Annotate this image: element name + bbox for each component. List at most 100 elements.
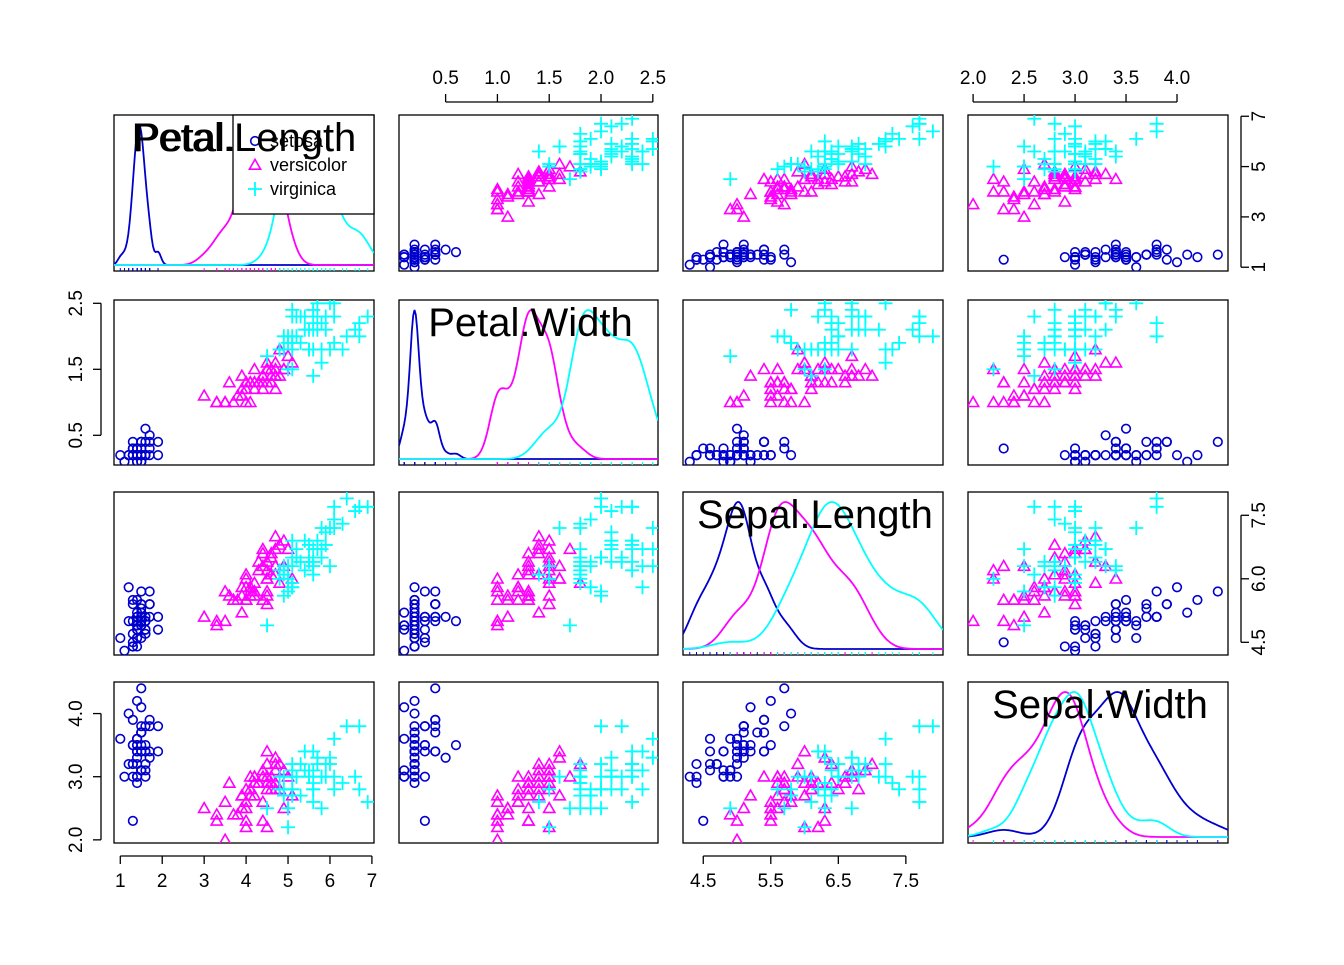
point-virginica	[905, 119, 920, 134]
point-versicolor	[731, 832, 743, 843]
point-versicolor	[743, 187, 758, 200]
point-virginica	[276, 588, 291, 603]
point-setosa	[1182, 456, 1193, 465]
point-setosa	[152, 436, 164, 448]
point-virginica	[645, 141, 658, 156]
point-virginica	[831, 154, 846, 169]
point-versicolor	[542, 763, 557, 776]
point-versicolor	[865, 368, 880, 381]
point-setosa	[785, 708, 797, 719]
point-versicolor	[777, 775, 792, 789]
top-axis-petal-width: 0.5 1.0 1.5 2.0 2.5	[432, 68, 666, 103]
point-versicolor	[1027, 381, 1042, 395]
panel-frame	[398, 681, 659, 844]
point-virginica	[552, 139, 567, 154]
point-versicolor	[239, 820, 254, 833]
point-virginica	[604, 763, 619, 778]
point-virginica	[723, 349, 738, 364]
point-virginica	[790, 157, 805, 172]
point-versicolor	[531, 756, 546, 770]
point-setosa	[1090, 641, 1101, 652]
point-virginica	[912, 719, 927, 734]
point-versicolor	[1037, 395, 1052, 408]
point-versicolor	[757, 362, 772, 375]
panel-petal-length-vs-petal-width	[398, 114, 659, 272]
point-setosa	[115, 450, 126, 461]
point-virginica	[723, 801, 738, 816]
point-versicolor	[1098, 166, 1113, 180]
point-virginica	[784, 335, 799, 350]
point-versicolor	[1037, 605, 1052, 618]
point-setosa	[131, 594, 143, 606]
point-virginica	[1017, 584, 1032, 599]
point-virginica	[844, 342, 859, 357]
point-versicolor	[531, 187, 546, 200]
point-setosa	[738, 721, 749, 732]
point-versicolor	[243, 782, 258, 795]
point-versicolor	[255, 546, 270, 559]
point-versicolor	[730, 202, 745, 215]
point-setosa	[409, 262, 420, 271]
point-setosa	[1161, 599, 1172, 610]
point-versicolor	[1037, 355, 1052, 368]
point-versicolor	[222, 375, 237, 388]
bottom-axis-sepal-length: 4.5 5.5 6.5 7.5	[690, 855, 919, 892]
point-setosa	[430, 586, 441, 597]
point-versicolor	[1068, 179, 1083, 192]
point-virginica	[1149, 329, 1164, 344]
point-versicolor	[1017, 388, 1032, 401]
diagonal-label-sepal-width: Sepal.Width	[992, 683, 1208, 727]
point-virginica	[1149, 316, 1164, 331]
point-versicolor	[1037, 179, 1052, 192]
point-virginica	[912, 309, 927, 324]
point-versicolor	[790, 756, 805, 770]
point-setosa	[1080, 450, 1091, 461]
legend-marker-setosa	[249, 135, 261, 147]
point-versicolor	[500, 592, 515, 605]
point-setosa	[684, 456, 695, 465]
point-setosa	[779, 721, 790, 732]
point-virginica	[352, 316, 367, 331]
point-versicolor	[1027, 184, 1042, 197]
point-virginica	[327, 769, 342, 784]
point-versicolor	[811, 375, 826, 388]
point-versicolor	[811, 176, 826, 190]
point-setosa	[419, 746, 431, 757]
point-versicolor	[218, 613, 233, 627]
point-setosa	[1151, 450, 1162, 461]
point-setosa	[758, 727, 770, 738]
point-setosa	[765, 450, 776, 461]
point-virginica	[851, 757, 866, 772]
point-setosa	[1110, 632, 1121, 644]
point-setosa	[409, 616, 420, 627]
point-setosa	[691, 758, 702, 770]
point-virginica	[1129, 131, 1144, 146]
point-versicolor	[500, 801, 515, 814]
legend-label-setosa: setosa	[270, 131, 324, 151]
point-virginica	[892, 782, 907, 797]
point-virginica	[1149, 492, 1164, 506]
point-virginica	[878, 139, 893, 154]
point-setosa	[785, 257, 797, 268]
point-virginica	[594, 492, 609, 506]
point-versicolor	[831, 169, 846, 182]
point-virginica	[281, 801, 296, 816]
point-setosa	[779, 249, 790, 260]
point-setosa	[758, 249, 770, 260]
tick-label: 1.5	[66, 356, 87, 382]
point-versicolor	[511, 769, 526, 782]
point-versicolor	[1078, 362, 1093, 375]
tick-label: 6	[325, 871, 336, 892]
tick-label: 1	[1249, 262, 1270, 273]
point-versicolor	[770, 388, 785, 401]
point-setosa	[152, 624, 164, 635]
point-setosa	[409, 721, 420, 732]
point-setosa	[430, 714, 441, 725]
point-versicolor	[490, 788, 505, 801]
point-setosa	[1090, 252, 1101, 263]
point-versicolor	[1068, 596, 1083, 610]
point-virginica	[542, 157, 557, 172]
point-setosa	[1171, 582, 1183, 593]
legend-marker-virginica	[248, 182, 262, 196]
point-setosa	[419, 611, 431, 622]
